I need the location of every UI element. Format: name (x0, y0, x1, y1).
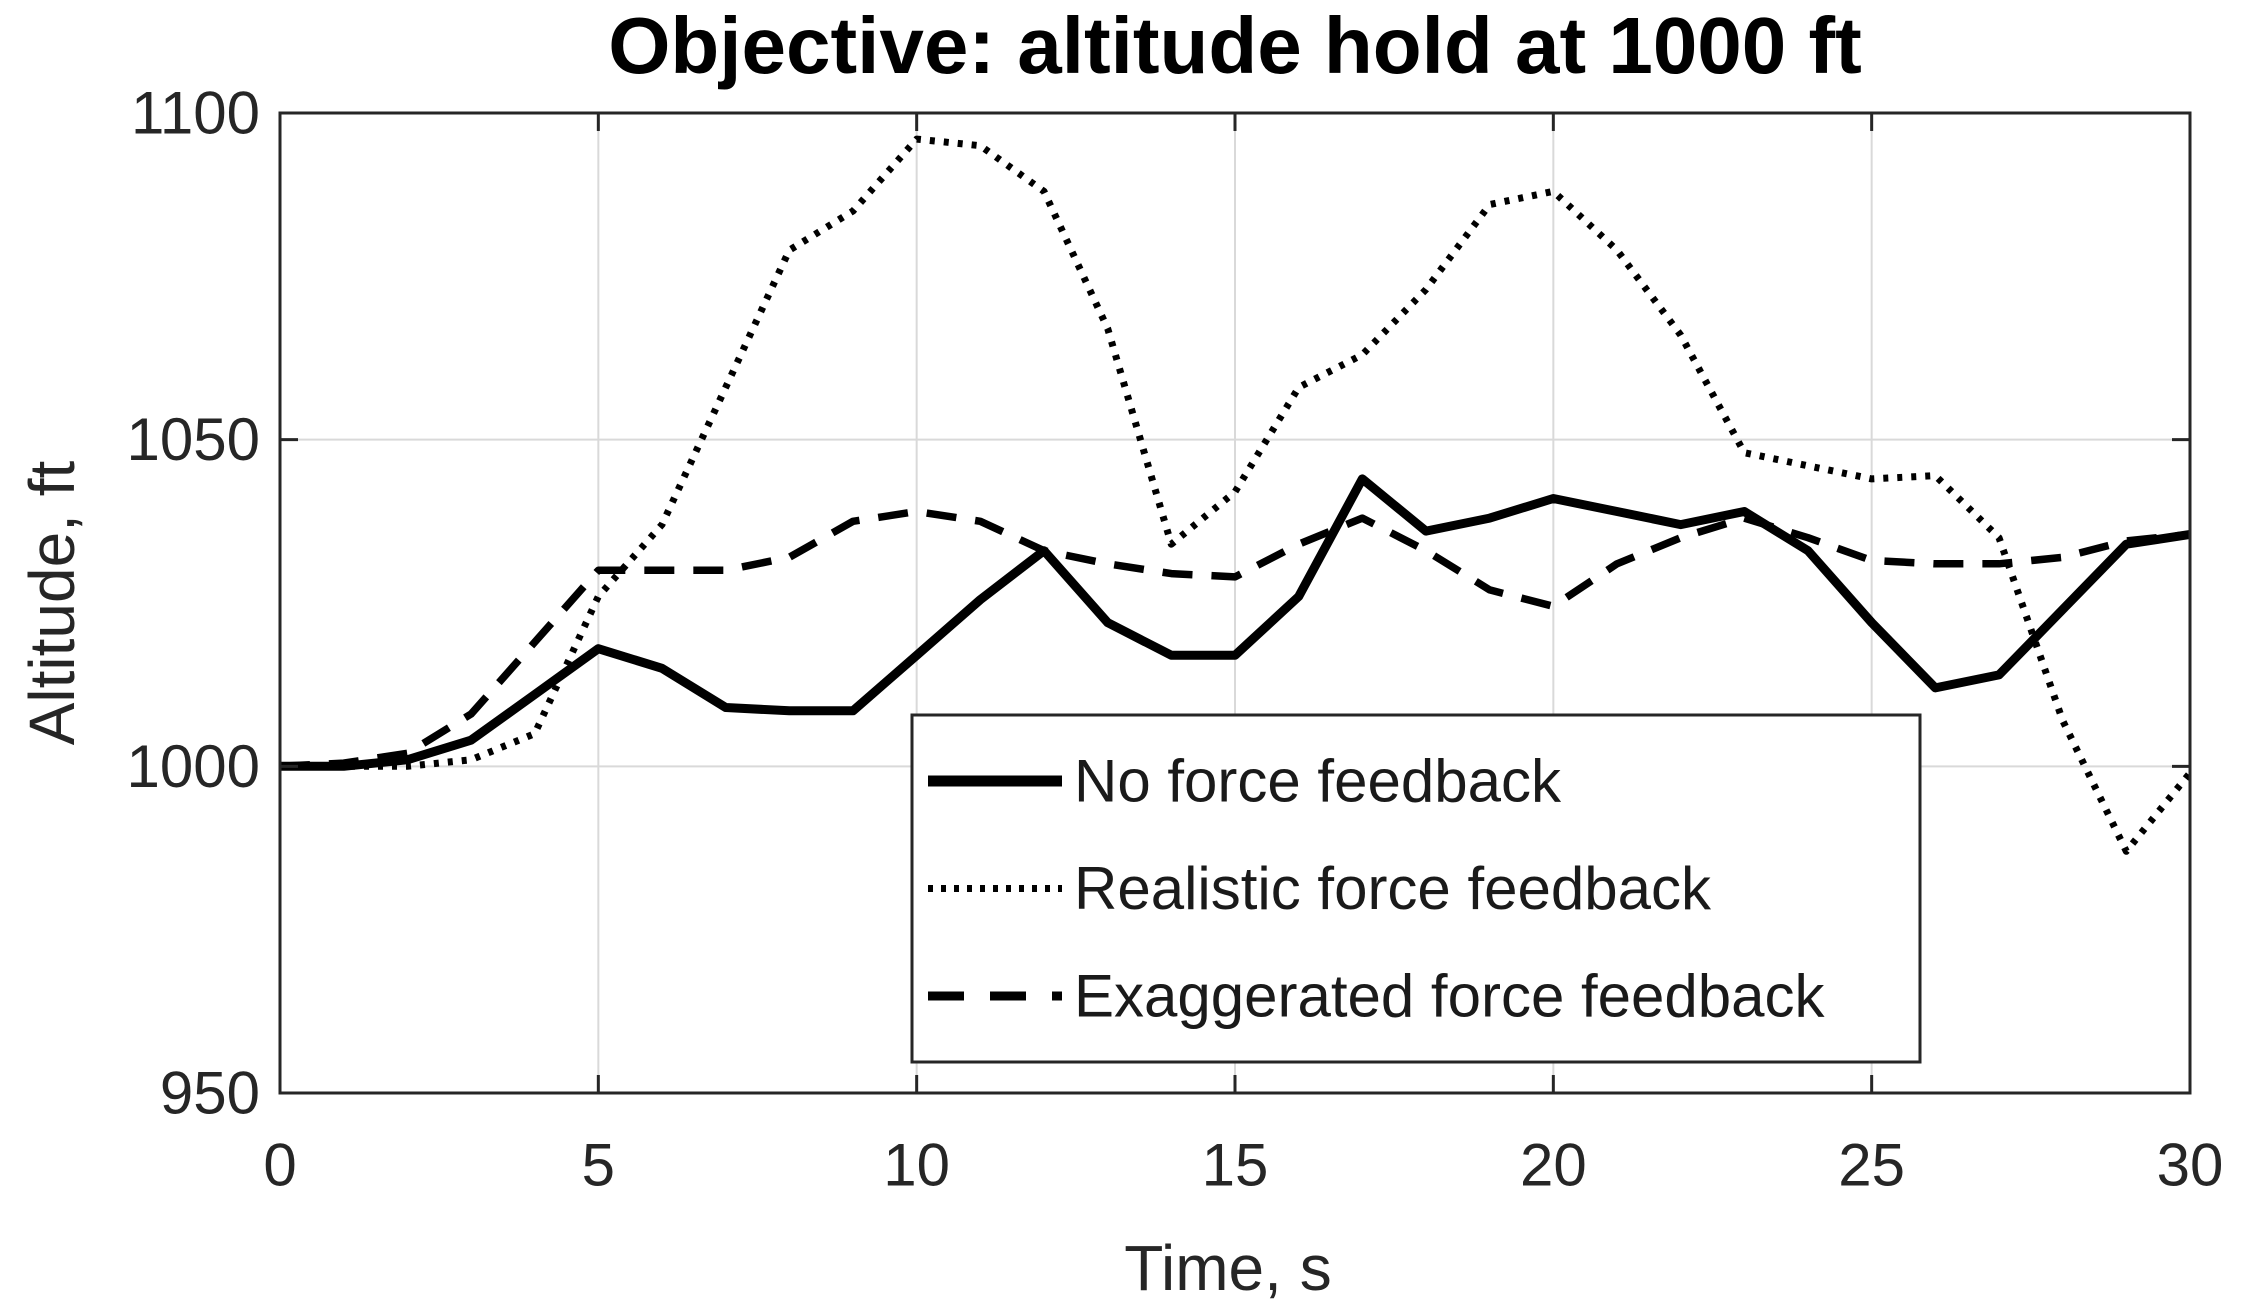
legend-item-exaggerated-force-feedback: Exaggerated force feedback (928, 963, 1825, 1030)
axis-tick-marks (278, 111, 2192, 1095)
legend-label-realistic-force-feedback: Realistic force feedback (1074, 855, 1712, 922)
x-axis-label: Time, s (1124, 1232, 1331, 1304)
axis-tick-labels: 0 5 10 15 20 25 30 950 1000 1050 1100 (127, 80, 2224, 1199)
x-tick-label-0: 0 (263, 1132, 296, 1199)
y-tick-label-1000: 1000 (127, 733, 260, 800)
chart-title: Objective: altitude hold at 1000 ft (608, 1, 1862, 90)
y-axis-label: Altitude, ft (16, 460, 88, 745)
y-tick-label-950: 950 (160, 1060, 260, 1127)
y-tick-label-1050: 1050 (127, 406, 260, 473)
series-line-no-force-feedback (280, 474, 2191, 771)
x-tick-label-5: 5 (582, 1132, 615, 1199)
series-line-realistic-force-feedback (280, 135, 2193, 855)
x-tick-label-15: 15 (1202, 1132, 1269, 1199)
x-tick-label-20: 20 (1520, 1132, 1587, 1199)
legend-item-realistic-force-feedback: Realistic force feedback (928, 855, 1712, 922)
x-tick-label-25: 25 (1838, 1132, 1905, 1199)
legend: No force feedback Realistic force feedbac… (910, 713, 1922, 1064)
x-tick-label-30: 30 (2157, 1132, 2224, 1199)
legend-box (910, 713, 1922, 1064)
legend-label-exaggerated-force-feedback: Exaggerated force feedback (1074, 963, 1825, 1030)
x-tick-label-10: 10 (883, 1132, 950, 1199)
series-lines (279, 135, 2193, 855)
legend-label-no-force-feedback: No force feedback (1074, 748, 1562, 815)
legend-item-no-force-feedback: No force feedback (928, 748, 1562, 815)
series-line-exaggerated-force-feedback (279, 507, 2191, 771)
y-tick-label-1100: 1100 (131, 80, 260, 147)
